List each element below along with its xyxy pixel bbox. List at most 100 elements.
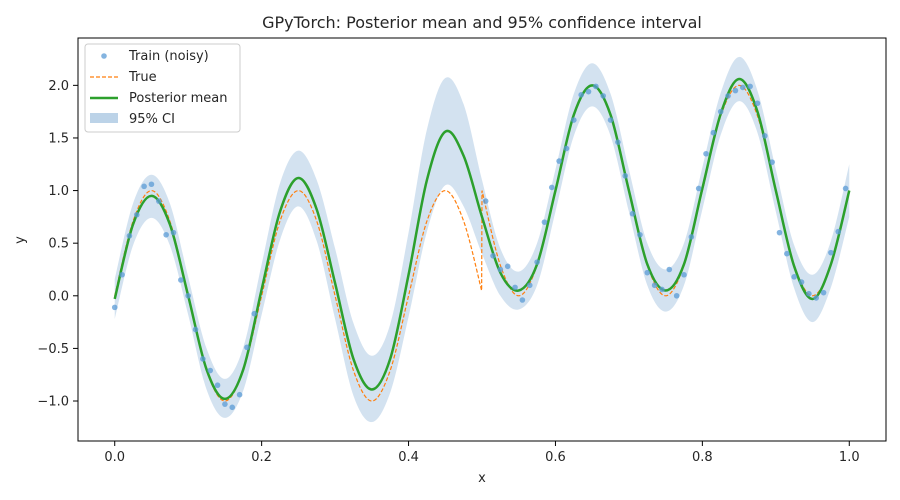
legend-train-marker — [101, 53, 107, 59]
train-point — [534, 259, 540, 265]
train-point — [747, 83, 753, 90]
train-point — [739, 84, 746, 91]
legend-mean-label: Posterior mean — [129, 91, 227, 106]
train-point — [629, 210, 636, 217]
train-point — [593, 83, 599, 90]
y-tick-label: 1.5 — [48, 131, 69, 146]
train-point — [673, 292, 680, 299]
x-axis: 0.0 0.2 0.4 0.6 0.8 1.0 — [104, 441, 860, 465]
plot-frame — [77, 37, 887, 442]
train-point — [571, 117, 577, 123]
train-point — [526, 282, 533, 289]
x-tick-label: 0.6 — [545, 450, 566, 465]
legend-frame — [84, 43, 241, 133]
train-point — [578, 92, 584, 98]
train-point — [842, 185, 849, 192]
train-point — [725, 93, 731, 99]
train-point — [762, 133, 768, 139]
plot-area — [77, 37, 887, 442]
legend-item-train: Train (noisy) — [101, 49, 209, 64]
train-point — [214, 382, 221, 389]
train-point — [192, 326, 199, 333]
train-point — [695, 185, 702, 192]
train-point — [806, 290, 812, 297]
train-point — [732, 87, 739, 94]
train-point — [798, 279, 805, 285]
legend-item-true: True — [90, 70, 157, 85]
train-point — [828, 249, 834, 256]
train-point — [126, 233, 133, 239]
train-point — [163, 231, 169, 238]
train-point — [482, 198, 489, 204]
legend-item-ci: 95% CI — [90, 112, 175, 127]
train-point — [178, 277, 184, 283]
train-point — [644, 269, 651, 276]
train-point — [229, 404, 236, 411]
x-tick-label: 0.2 — [251, 450, 272, 465]
train-point — [813, 295, 820, 301]
train-point — [504, 263, 511, 270]
legend: Train (noisy) True Posterior mean 95% CI — [84, 43, 241, 133]
train-point — [512, 284, 518, 291]
y-tick-label: −1.0 — [37, 395, 69, 410]
train-point — [541, 219, 548, 225]
y-axis-label: y — [13, 236, 28, 244]
train-point — [622, 173, 629, 179]
train-point — [156, 198, 162, 204]
train-point — [776, 229, 783, 236]
train-point — [717, 108, 724, 115]
train-point — [784, 250, 790, 257]
train-point — [769, 159, 775, 165]
y-tick-label: 0.0 — [48, 289, 69, 304]
train-point — [659, 286, 665, 293]
legend-item-mean: Posterior mean — [90, 91, 227, 106]
train-point — [703, 150, 709, 157]
true-line — [114, 84, 850, 402]
train-point — [207, 367, 214, 374]
y-tick-label: −0.5 — [37, 342, 69, 357]
train-point — [111, 304, 118, 311]
train-point — [548, 184, 555, 191]
legend-true-label: True — [128, 70, 157, 85]
train-point — [148, 181, 155, 188]
train-point — [170, 229, 177, 236]
train-point — [600, 93, 606, 99]
train-point — [710, 129, 717, 136]
y-tick-label: 2.0 — [48, 79, 69, 94]
train-point — [637, 231, 643, 238]
train-point — [519, 297, 526, 303]
x-axis-label: x — [478, 471, 486, 486]
y-tick-label: 0.5 — [48, 237, 69, 252]
legend-ci-label: 95% CI — [129, 112, 175, 127]
train-point — [820, 289, 827, 296]
train-point — [585, 88, 592, 95]
train-point — [615, 139, 621, 145]
train-point — [607, 117, 614, 123]
legend-ci-swatch — [90, 113, 118, 123]
chart-title: GPyTorch: Posterior mean and 95% confide… — [262, 13, 702, 32]
x-tick-label: 0.8 — [692, 450, 713, 465]
train-point — [490, 253, 496, 259]
x-tick-label: 0.0 — [104, 450, 125, 465]
train-point — [200, 356, 206, 362]
train-point — [556, 158, 562, 164]
x-tick-label: 0.4 — [398, 450, 419, 465]
train-point — [185, 292, 191, 299]
x-tick-label: 1.0 — [839, 450, 860, 465]
train-point — [666, 266, 673, 273]
y-axis: −1.0 −0.5 0.0 0.5 1.0 1.5 2.0 — [37, 79, 78, 410]
train-point — [497, 266, 504, 273]
train-point — [651, 282, 658, 289]
train-point — [681, 271, 687, 278]
legend-train-label: Train (noisy) — [128, 49, 209, 64]
train-point — [222, 401, 228, 407]
train-point — [754, 100, 761, 107]
train-point — [236, 391, 243, 398]
train-point — [119, 271, 125, 278]
y-tick-label: 1.0 — [48, 184, 69, 199]
train-point — [244, 344, 250, 351]
train-point — [141, 183, 147, 190]
train-point — [791, 274, 797, 280]
train-point — [688, 234, 695, 240]
